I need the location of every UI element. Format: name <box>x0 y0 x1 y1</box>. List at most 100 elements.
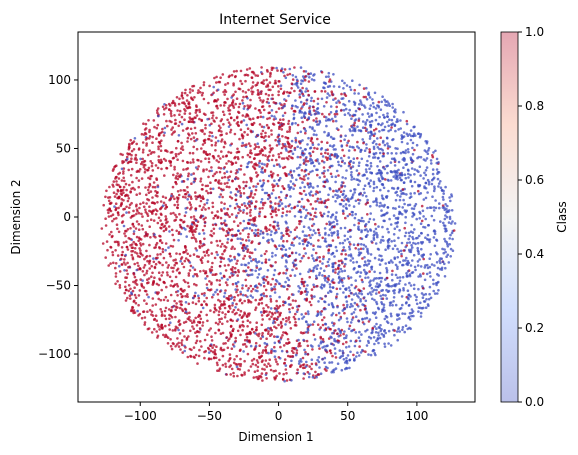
scatter-point <box>164 159 168 162</box>
scatter-point <box>115 217 118 220</box>
scatter-point <box>320 152 323 156</box>
scatter-point <box>336 194 340 197</box>
scatter-point <box>178 319 181 322</box>
scatter-point <box>141 254 144 257</box>
scatter-point <box>342 87 345 90</box>
scatter-point <box>367 353 370 356</box>
scatter-point <box>161 195 165 198</box>
scatter-point <box>199 270 202 273</box>
scatter-point <box>281 207 285 210</box>
scatter-point <box>222 257 226 260</box>
scatter-point <box>236 374 239 378</box>
scatter-point <box>442 189 445 193</box>
scatter-point <box>129 237 132 241</box>
scatter-point <box>270 215 274 219</box>
scatter-point <box>232 83 235 87</box>
scatter-point <box>385 297 389 300</box>
scatter-point <box>307 199 310 203</box>
scatter-point <box>357 288 360 292</box>
scatter-point <box>129 244 132 247</box>
scatter-point <box>358 199 362 202</box>
scatter-point <box>149 190 153 193</box>
scatter-point <box>308 159 312 162</box>
scatter-point <box>309 203 313 206</box>
scatter-point <box>377 248 381 251</box>
scatter-point <box>244 115 247 118</box>
scatter-point <box>243 373 246 376</box>
scatter-point <box>393 329 396 332</box>
scatter-point <box>324 148 328 152</box>
scatter-point <box>423 300 427 303</box>
scatter-point <box>238 206 241 209</box>
scatter-point <box>317 239 320 242</box>
scatter-point <box>341 176 345 179</box>
scatter-point <box>225 132 228 135</box>
scatter-point <box>143 273 146 277</box>
scatter-point <box>259 229 263 233</box>
scatter-point <box>145 293 149 296</box>
scatter-point <box>400 192 403 196</box>
scatter-point <box>141 215 144 218</box>
scatter-point <box>150 162 154 165</box>
scatter-point <box>304 131 307 135</box>
scatter-point <box>164 227 168 230</box>
scatter-point <box>362 268 366 272</box>
scatter-point <box>194 111 198 114</box>
scatter-point <box>337 174 340 177</box>
scatter-point <box>125 240 128 243</box>
scatter-point <box>184 250 187 254</box>
scatter-point <box>328 78 332 81</box>
scatter-point <box>188 315 191 319</box>
scatter-point <box>311 257 315 260</box>
scatter-point <box>360 333 363 336</box>
scatter-point <box>345 84 349 87</box>
scatter-point <box>260 198 264 201</box>
scatter-point <box>354 331 358 334</box>
scatter-point <box>198 246 202 249</box>
scatter-point <box>379 108 383 111</box>
scatter-point <box>294 251 298 255</box>
scatter-point <box>169 284 173 287</box>
scatter-point <box>271 251 274 255</box>
scatter-point <box>174 308 177 312</box>
scatter-point <box>342 303 345 307</box>
scatter-point <box>200 292 204 296</box>
scatter-point <box>320 140 324 144</box>
scatter-point <box>150 313 153 316</box>
scatter-point <box>357 146 361 150</box>
scatter-point <box>106 208 110 212</box>
scatter-point <box>383 143 387 147</box>
scatter-point <box>169 254 172 258</box>
scatter-point <box>360 219 363 223</box>
scatter-point <box>439 257 442 260</box>
scatter-point <box>297 338 300 342</box>
scatter-point <box>282 372 286 376</box>
scatter-point <box>405 193 408 196</box>
scatter-point <box>383 116 386 119</box>
scatter-point <box>424 236 427 239</box>
scatter-point <box>378 115 381 119</box>
scatter-point <box>150 164 154 168</box>
scatter-point <box>323 269 326 273</box>
scatter-point <box>254 284 258 287</box>
scatter-point <box>404 245 408 249</box>
scatter-point <box>372 182 376 186</box>
scatter-point <box>257 352 261 355</box>
scatter-point <box>176 190 180 193</box>
scatter-point <box>180 343 184 347</box>
scatter-point <box>369 212 373 215</box>
scatter-point <box>336 362 340 366</box>
scatter-point <box>265 78 268 82</box>
scatter-point <box>406 327 410 331</box>
scatter-point <box>360 103 364 106</box>
scatter-point <box>369 229 373 232</box>
scatter-point <box>385 270 389 274</box>
scatter-point <box>150 174 153 178</box>
scatter-point <box>394 303 398 307</box>
scatter-point <box>416 189 420 193</box>
scatter-point <box>295 167 299 170</box>
scatter-point <box>359 308 362 312</box>
scatter-point <box>287 234 291 238</box>
scatter-point <box>312 119 316 122</box>
scatter-point <box>274 358 277 361</box>
